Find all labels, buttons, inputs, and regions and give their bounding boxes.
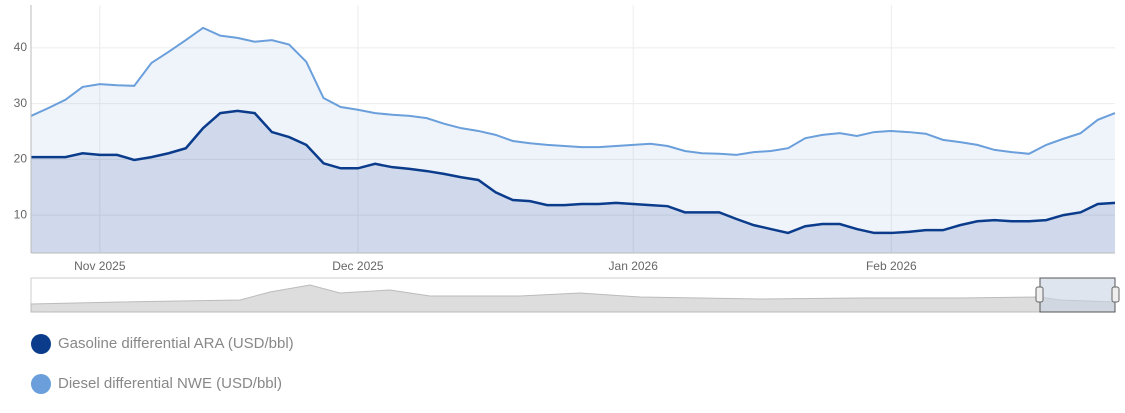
x-tick-label: Dec 2025 xyxy=(332,259,384,273)
legend-label: Gasoline differential ARA (USD/bbl) xyxy=(58,335,294,352)
x-tick-label: Jan 2026 xyxy=(609,259,659,273)
line xyxy=(31,109,1116,235)
navigator-handle[interactable] xyxy=(1111,286,1120,303)
x-tick-label: Feb 2026 xyxy=(866,259,917,273)
y-tick-label: 20 xyxy=(14,152,28,166)
y-tick-label: 30 xyxy=(14,96,28,110)
x-tick-label: Nov 2025 xyxy=(74,259,126,273)
legend-label: Diesel differential NWE (USD/bbl) xyxy=(58,375,282,392)
legend-marker xyxy=(31,374,51,394)
y-tick-label: 10 xyxy=(14,207,28,221)
navigator-handle[interactable] xyxy=(1035,286,1044,303)
line xyxy=(30,26,1116,156)
plot: 10 20 30 40 Nov 2025 Dec 2025 Jan 2026 Feb 2026… xyxy=(14,5,1116,394)
legend-marker xyxy=(31,334,51,354)
area xyxy=(31,27,1115,253)
area xyxy=(31,110,1115,254)
navigator xyxy=(30,277,1120,313)
navigator-window[interactable] xyxy=(1039,277,1116,313)
y-tick-label: 40 xyxy=(14,40,28,54)
